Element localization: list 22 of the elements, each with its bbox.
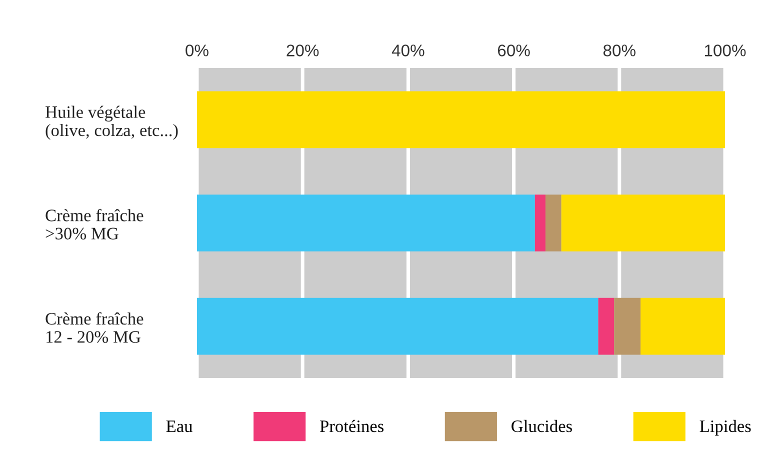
bar	[545, 194, 562, 252]
x-tick-label: 0%	[186, 44, 208, 56]
x-tick-label: 20%	[286, 44, 319, 56]
y-tick-label: Crème fraîche 12 - 20% MG	[46, 312, 144, 343]
bar	[598, 298, 614, 355]
legend-label: Lipides	[700, 420, 751, 436]
bar	[197, 91, 725, 148]
legend-label: Protéines	[320, 420, 384, 432]
x-tick-label: 40%	[392, 44, 424, 56]
y-tick-label: Huile végétale (olive, colza, etc...)	[46, 106, 178, 140]
x-tick-label: 80%	[603, 44, 636, 56]
legend-label: Eau	[166, 420, 192, 432]
y-tick-label: Crème fraîche >30% MG	[46, 208, 144, 240]
bar	[614, 298, 641, 355]
x-tick-label: 60%	[498, 44, 530, 56]
legend-label: Glucides	[512, 420, 572, 432]
x-tick-label: 100%	[704, 44, 746, 56]
bar	[534, 194, 546, 252]
bar	[640, 298, 725, 355]
bar	[197, 194, 535, 252]
bar	[197, 298, 598, 355]
bar	[561, 194, 725, 252]
